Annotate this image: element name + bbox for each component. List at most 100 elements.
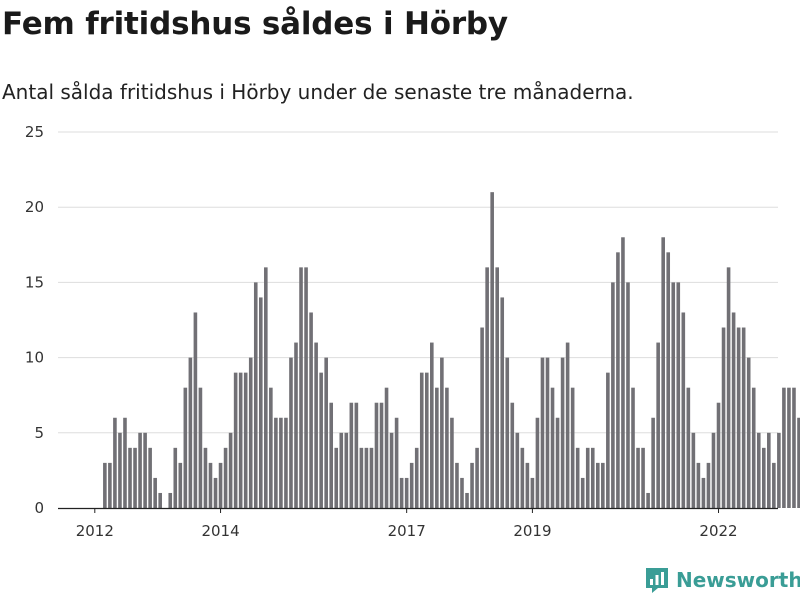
bar — [113, 417, 117, 508]
x-tick-label: 2012 — [76, 522, 114, 540]
bar — [520, 447, 525, 508]
x-tick-label: 2017 — [388, 522, 426, 540]
chart-title: Fem fritidshus såldes i Hörby — [2, 6, 508, 42]
bar — [138, 432, 142, 508]
bar — [510, 402, 515, 508]
bar — [198, 387, 203, 508]
bar — [782, 387, 786, 508]
bar — [636, 447, 640, 508]
bar — [465, 492, 469, 508]
bar — [148, 447, 152, 508]
bar — [248, 357, 253, 508]
bar — [314, 342, 318, 508]
newsworthy-logo-icon — [646, 568, 668, 593]
bar — [530, 477, 535, 508]
bar — [103, 462, 107, 508]
bar — [158, 492, 162, 508]
bar — [354, 402, 359, 508]
bar — [364, 447, 369, 508]
bar — [661, 237, 665, 508]
bar — [475, 447, 479, 508]
bar — [751, 387, 756, 508]
bar — [596, 462, 600, 508]
bar — [414, 447, 419, 508]
bar — [430, 342, 434, 508]
bar — [500, 297, 505, 508]
bar — [631, 387, 635, 508]
bar — [218, 462, 223, 508]
bar — [656, 342, 660, 508]
bar — [435, 387, 439, 508]
bar — [746, 357, 751, 508]
bar — [787, 387, 791, 508]
bar — [253, 282, 258, 508]
bar — [565, 342, 570, 508]
bar — [777, 432, 781, 508]
bar — [540, 357, 545, 508]
bar — [143, 432, 147, 508]
bar — [792, 387, 796, 508]
bar — [772, 462, 776, 508]
bar — [399, 477, 404, 508]
bar — [409, 462, 414, 508]
bar — [570, 387, 575, 508]
bar — [550, 387, 555, 508]
bar — [133, 447, 137, 508]
bar — [374, 402, 379, 508]
x-tick-label: 2022 — [699, 522, 737, 540]
bar — [621, 237, 625, 508]
bar — [223, 447, 228, 508]
bar — [797, 417, 800, 508]
bar — [480, 327, 484, 508]
bar — [424, 372, 429, 508]
bar — [213, 477, 218, 508]
bar — [616, 252, 620, 508]
bar — [736, 327, 741, 508]
y-tick-label: 0 — [34, 499, 44, 517]
bar — [359, 447, 364, 508]
bar — [455, 462, 459, 508]
bar — [721, 327, 726, 508]
bar — [666, 252, 671, 508]
brand-name: Newsworthy — [676, 568, 800, 592]
bar — [545, 357, 550, 508]
y-tick-label: 20 — [25, 198, 44, 216]
y-axis-labels: 0 5 10 15 20 25 — [25, 123, 44, 517]
bar — [188, 357, 193, 508]
bar — [767, 432, 771, 508]
x-tick-label: 2019 — [513, 522, 551, 540]
x-axis: 201220142017201920222024 — [58, 507, 778, 540]
bar — [228, 432, 233, 508]
bar — [460, 477, 464, 508]
chart-subtitle: Antal sålda fritidshus i Hörby under de … — [2, 80, 634, 104]
bar — [309, 312, 313, 508]
bar — [289, 357, 293, 508]
bar — [741, 327, 746, 508]
brand: Newsworthy — [644, 566, 800, 594]
bar — [379, 402, 384, 508]
bar — [470, 462, 474, 508]
bar — [515, 432, 520, 508]
bar — [193, 312, 198, 508]
bar — [716, 402, 721, 508]
bar — [555, 417, 560, 508]
bar — [279, 417, 283, 508]
bar — [329, 402, 334, 508]
bar — [334, 447, 339, 508]
x-tick-label: 2014 — [201, 522, 239, 540]
bar — [676, 282, 681, 508]
bar — [761, 447, 766, 508]
bar — [339, 432, 344, 508]
bar — [585, 447, 590, 508]
bar — [344, 432, 349, 508]
bar — [118, 432, 122, 508]
bar — [203, 447, 208, 508]
bar — [575, 447, 580, 508]
bar — [686, 387, 691, 508]
bar — [294, 342, 298, 508]
bar — [651, 417, 655, 508]
bar — [505, 357, 510, 508]
bar — [601, 462, 605, 508]
bar — [369, 447, 374, 508]
